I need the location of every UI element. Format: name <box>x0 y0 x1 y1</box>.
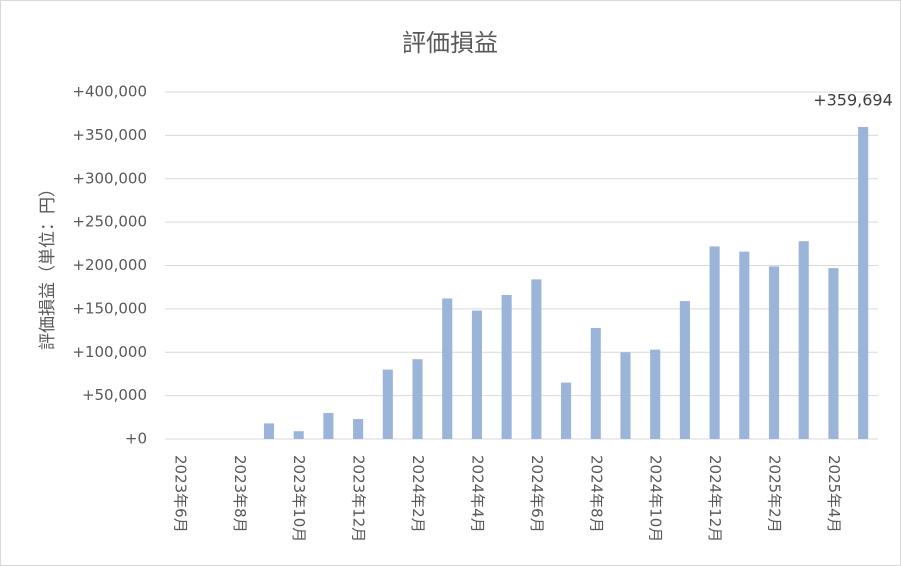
x-tick-label: 2024年6月 <box>528 455 546 533</box>
x-tick-label: 2024年12月 <box>706 455 724 542</box>
x-tick-label: 2025年4月 <box>825 455 843 533</box>
y-tick-label: +100,000 <box>72 343 147 361</box>
x-tick-label: 2025年2月 <box>766 455 784 533</box>
y-tick-label: +300,000 <box>72 169 147 187</box>
y-tick-label: +350,000 <box>72 126 147 144</box>
y-axis-label: 評価損益（単位：円） <box>38 180 58 350</box>
x-tick-label: 2023年8月 <box>231 455 249 533</box>
bar <box>798 241 809 439</box>
y-tick-label: +150,000 <box>72 299 147 317</box>
bar <box>293 431 304 439</box>
x-tick-label: 2023年10月 <box>290 455 308 542</box>
x-tick-label: 2024年10月 <box>647 455 665 542</box>
bar <box>353 419 364 439</box>
y-tick-label: +0 <box>125 430 147 448</box>
bar <box>828 268 839 439</box>
bar <box>531 279 542 439</box>
bar <box>263 423 275 439</box>
bar <box>382 369 393 439</box>
bar <box>768 266 780 439</box>
bar <box>442 298 453 439</box>
bar <box>679 301 690 439</box>
x-tick-label: 2023年6月 <box>171 455 189 533</box>
x-tick-label: 2024年4月 <box>468 455 486 533</box>
y-tick-label: +250,000 <box>72 213 147 231</box>
data-label: +359,694 <box>813 90 893 109</box>
bar <box>709 246 720 439</box>
y-tick-label: +400,000 <box>72 83 147 101</box>
chart-title: 評価損益 <box>402 29 498 57</box>
x-tick-label: 2024年8月 <box>587 455 605 533</box>
bar <box>471 310 482 439</box>
x-tick-label: 2024年2月 <box>409 455 427 533</box>
y-tick-label: +50,000 <box>82 386 147 404</box>
bar <box>858 126 869 439</box>
bar <box>501 294 512 439</box>
bar <box>323 412 334 439</box>
bar <box>561 382 572 439</box>
bar <box>620 352 631 439</box>
x-tick-label: 2023年12月 <box>350 455 368 542</box>
bar <box>739 251 750 439</box>
bar <box>650 349 661 439</box>
y-tick-label: +200,000 <box>72 256 147 274</box>
bar <box>412 359 423 439</box>
bar <box>590 327 601 439</box>
